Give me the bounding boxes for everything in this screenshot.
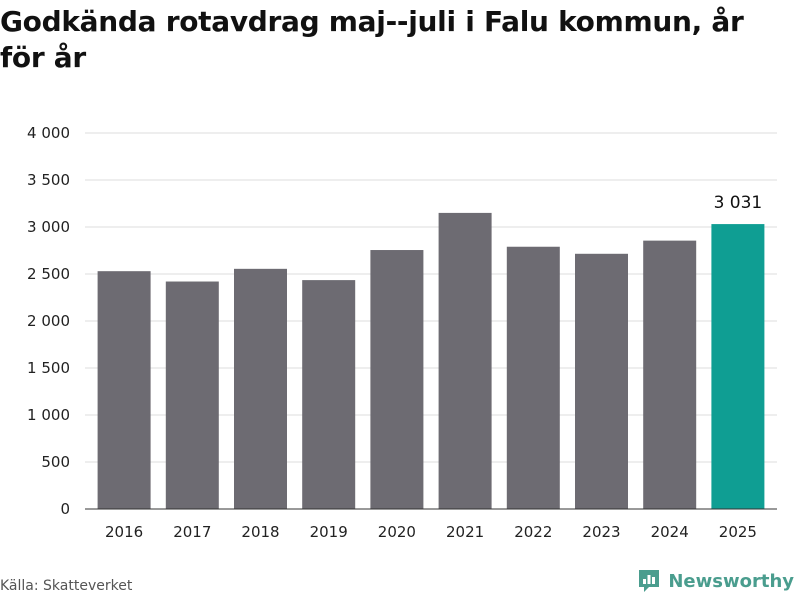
bar-2017 — [165, 281, 219, 509]
bar-2018 — [234, 268, 287, 509]
x-tick-label: 2017 — [173, 523, 211, 541]
y-tick-label: 3 500 — [27, 171, 70, 189]
data-label-2025: 3 031 — [714, 193, 763, 213]
y-tick-label: 3 000 — [27, 218, 70, 236]
chart-title: Godkända rotavdrag maj--juli i Falu komm… — [0, 5, 744, 74]
y-tick-label: 1 500 — [27, 359, 70, 377]
y-tick-label: 2 000 — [27, 312, 70, 330]
bar-2021 — [438, 212, 492, 509]
newsworthy-logo-icon — [639, 570, 660, 592]
bar-2022 — [506, 246, 560, 510]
x-tick-label: 2025 — [719, 523, 757, 541]
x-tick-label: 2021 — [446, 523, 484, 541]
bar-2025 — [711, 224, 765, 509]
x-tick-label: 2016 — [105, 523, 143, 541]
x-tick-label: 2023 — [582, 523, 620, 541]
y-tick-label: 4 000 — [27, 124, 70, 142]
data-labels: 3 031 — [714, 193, 763, 213]
bar-2016 — [97, 271, 151, 509]
y-tick-label: 500 — [41, 453, 70, 471]
y-tick-label: 0 — [60, 500, 70, 518]
y-tick-label: 1 000 — [27, 406, 70, 424]
bar-2024 — [643, 240, 697, 509]
x-tick-label: 2019 — [310, 523, 348, 541]
y-axis-tick-labels: 0 500 1 000 1 500 2 000 2 500 3 000 3 500 4 000 — [27, 124, 70, 518]
x-tick-label: 2022 — [514, 523, 552, 541]
bar-2019 — [302, 280, 356, 509]
brand-logo[interactable]: Newsworthy — [636, 568, 794, 594]
bar-2023 — [575, 253, 628, 509]
source-note: Källa: Skatteverket — [0, 578, 133, 594]
x-tick-label: 2020 — [378, 523, 416, 541]
bars — [97, 212, 765, 510]
x-tick-label: 2024 — [651, 523, 689, 541]
brand-name: Newsworthy — [668, 570, 794, 592]
x-axis-tick-labels: 2016 2017 2018 2019 2020 2021 2022 2023 2024 2025 — [105, 523, 757, 541]
x-tick-label: 2018 — [241, 523, 279, 541]
y-tick-label: 2 500 — [27, 265, 70, 283]
bar-2020 — [370, 250, 424, 509]
